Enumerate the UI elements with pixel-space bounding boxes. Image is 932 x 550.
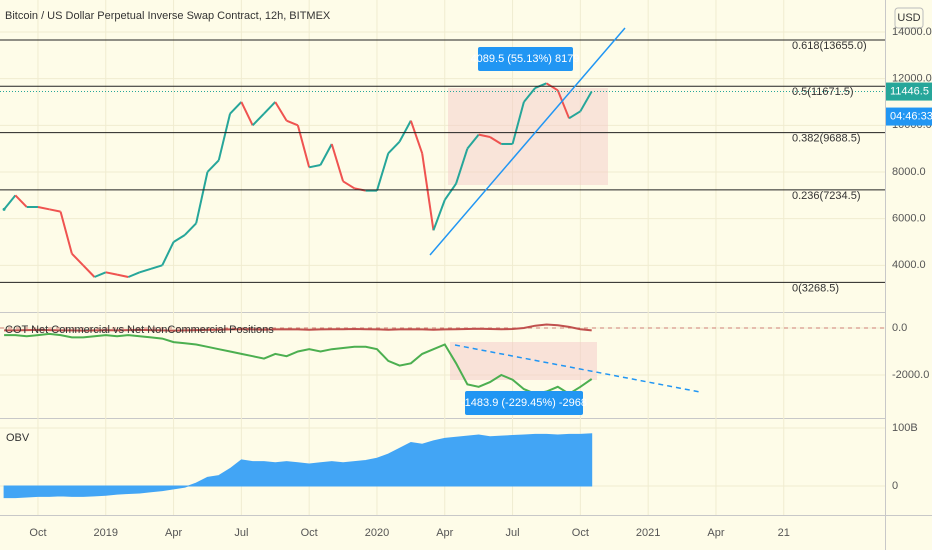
price-segment xyxy=(330,143,345,182)
price-segment xyxy=(59,211,73,254)
currency-button[interactable] xyxy=(894,7,924,29)
y-tick-label: 0.0 xyxy=(892,322,907,334)
measure-label-box xyxy=(478,47,573,71)
x-tick-label: Jul xyxy=(234,527,248,539)
price-segment xyxy=(161,241,175,266)
measure-label-box xyxy=(465,391,583,415)
price-segment xyxy=(116,273,129,278)
price-segment xyxy=(240,101,254,126)
price-segment xyxy=(263,101,276,115)
price-segment xyxy=(173,234,186,243)
price-segment xyxy=(556,89,570,119)
price-segment xyxy=(534,82,547,89)
fib-label: 0.382(9688.5) xyxy=(792,132,861,144)
fib-label: 0.5(11671.5) xyxy=(792,86,854,98)
y-tick-label: 12000.0 xyxy=(892,73,932,85)
price-segment xyxy=(3,194,17,210)
price-segment xyxy=(37,206,50,211)
fib-label: 0.236(7234.5) xyxy=(792,190,861,202)
y-tick-label: 100B xyxy=(892,422,918,434)
price-segment xyxy=(545,82,559,92)
price-segment xyxy=(523,87,536,103)
y-tick-label: 6000.0 xyxy=(892,213,926,225)
price-segment xyxy=(478,133,491,138)
x-tick-label: Oct xyxy=(572,527,589,539)
price-segment xyxy=(308,164,321,169)
x-tick-label: Apr xyxy=(707,527,724,539)
price-segment xyxy=(105,271,118,276)
last-price: 11446.5 xyxy=(890,85,929,97)
fib-label: 0(3268.5) xyxy=(792,282,839,294)
price-segment xyxy=(82,264,96,278)
indicator-title: COT Net Commercial vs Net NonCommercial … xyxy=(5,324,274,336)
price-segment xyxy=(409,120,424,154)
x-tick-label: Oct xyxy=(29,527,46,539)
countdown-tag xyxy=(886,107,932,126)
trend-line[interactable] xyxy=(454,344,701,393)
price-segment xyxy=(94,271,107,278)
price-segment xyxy=(342,180,355,190)
currency[interactable]: USD xyxy=(897,12,920,24)
x-tick-label: Apr xyxy=(165,527,182,539)
fib-label: 0.618(13655.0) xyxy=(792,40,867,52)
price-segment xyxy=(150,264,163,270)
price-segment xyxy=(206,159,220,173)
y-tick-label: 8000.0 xyxy=(892,166,926,178)
price-segment xyxy=(376,153,390,191)
y-tick-label: 14000.0 xyxy=(892,26,932,38)
x-tick-label: 21 xyxy=(778,527,790,539)
price-segment xyxy=(319,143,333,166)
countdown: 04:46:33 xyxy=(890,110,932,122)
price-segment xyxy=(421,153,435,231)
series-line xyxy=(4,323,592,332)
chart-title: Bitcoin / US Dollar Perpetual Inverse Sw… xyxy=(5,10,331,22)
price-segment xyxy=(274,101,288,122)
price-segment xyxy=(443,183,457,201)
x-tick-label: 2020 xyxy=(365,527,389,539)
price-segment xyxy=(466,134,480,150)
price-segment xyxy=(286,119,299,127)
measure-label: -1483.9 (-229.45%) -2968 xyxy=(461,397,587,409)
price-segment xyxy=(49,208,61,213)
measure-box xyxy=(450,342,597,380)
price-segment xyxy=(579,91,593,112)
trend-line[interactable] xyxy=(429,27,626,256)
x-tick-label: Oct xyxy=(301,527,318,539)
y-tick-label: 0 xyxy=(892,480,898,492)
price-segment xyxy=(139,267,152,274)
y-tick-label: 4000.0 xyxy=(892,259,926,271)
y-tick-label: -2000.0 xyxy=(892,369,929,381)
price-segment xyxy=(432,199,446,231)
measure-box xyxy=(448,88,608,185)
price-segment xyxy=(455,148,469,184)
price-segment xyxy=(184,222,197,236)
obv-area xyxy=(3,433,593,499)
price-segment xyxy=(195,171,209,224)
price-segment xyxy=(229,101,243,115)
price-segment xyxy=(251,112,265,127)
price-segment xyxy=(14,194,28,208)
x-tick-label: 2021 xyxy=(636,527,660,539)
price-segment xyxy=(568,110,581,120)
price-segment xyxy=(217,113,232,161)
x-tick-label: 2019 xyxy=(94,527,118,539)
price-segment xyxy=(71,252,84,267)
price-segment xyxy=(511,101,525,145)
indicator-title: OBV xyxy=(6,432,30,444)
price-segment xyxy=(489,136,502,145)
price-segment xyxy=(398,120,412,143)
x-tick-label: Apr xyxy=(436,527,453,539)
price-segment xyxy=(127,271,141,278)
x-tick-label: Jul xyxy=(506,527,520,539)
price-segment xyxy=(387,140,401,155)
series-line xyxy=(4,332,593,395)
last-price-tag xyxy=(886,82,932,101)
measure-label: 4089.5 (55.13%) 8179 xyxy=(471,53,580,65)
